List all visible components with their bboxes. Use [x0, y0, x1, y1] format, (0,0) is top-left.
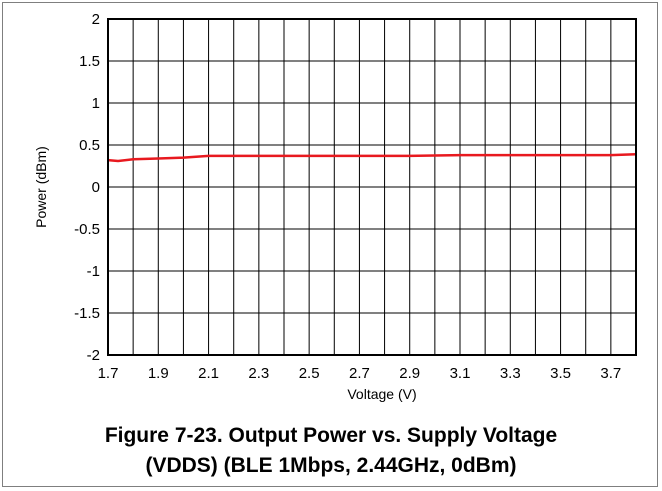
y-tick-label: -0.5 — [74, 221, 100, 238]
x-tick-label: 2.1 — [198, 365, 219, 382]
x-axis-label: Voltage (V) — [347, 386, 416, 402]
y-tick-label: 1.5 — [79, 53, 100, 70]
y-tick-label: 2 — [92, 11, 100, 28]
grid-lines — [108, 19, 636, 355]
y-tick-label: -2 — [87, 347, 100, 364]
x-tick-label: 2.9 — [399, 365, 420, 382]
figure-caption-line-1: Figure 7-23. Output Power vs. Supply Vol… — [104, 424, 558, 447]
y-tick-label: 1 — [92, 95, 100, 112]
x-tick-label: 2.5 — [299, 365, 320, 382]
x-tick-label: 3.7 — [600, 365, 621, 382]
x-tick-label: 1.9 — [148, 365, 169, 382]
output-power-chart: 1.7 1.9 2.1 2.3 2.5 2.7 2.9 3.1 3.3 3.5 3.7 2 1.5 1 0… — [33, 11, 637, 402]
x-tick-label: 3.5 — [550, 365, 571, 382]
x-tick-labels: 1.7 1.9 2.1 2.3 2.5 2.7 2.9 3.1 3.3 3.5 3.7 — [98, 365, 622, 382]
x-tick-label: 3.1 — [450, 365, 471, 382]
series-line-1 — [107, 152, 637, 163]
y-axis-label: Power (dBm) — [33, 146, 49, 228]
series-layer — [107, 152, 637, 163]
y-tick-label: -1 — [87, 263, 100, 280]
x-tick-label: 1.7 — [98, 365, 119, 382]
y-tick-label: 0.5 — [79, 137, 100, 154]
figure-caption-line-2: (VDDS) (BLE 1Mbps, 2.44GHz, 0dBm) — [145, 454, 517, 477]
y-tick-label: -1.5 — [74, 305, 100, 322]
x-tick-label: 2.7 — [349, 365, 370, 382]
y-tick-labels: 2 1.5 1 0.5 0 -0.5 -1 -1.5 -2 — [74, 11, 100, 364]
x-tick-label: 3.3 — [500, 365, 521, 382]
plot-area-border — [107, 18, 637, 356]
x-tick-label: 2.3 — [248, 365, 269, 382]
y-tick-label: 0 — [92, 179, 100, 196]
figure-frame — [2, 2, 658, 487]
